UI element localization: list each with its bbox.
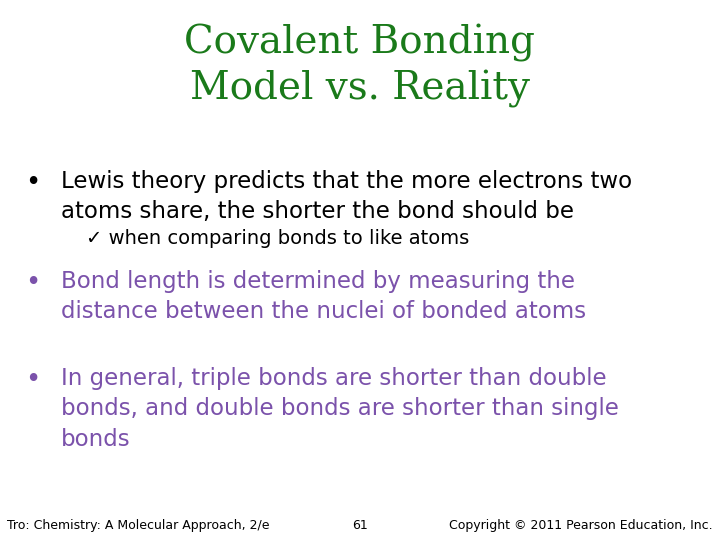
Text: Copyright © 2011 Pearson Education, Inc.: Copyright © 2011 Pearson Education, Inc.: [449, 519, 713, 532]
Text: Lewis theory predicts that the more electrons two
atoms share, the shorter the b: Lewis theory predicts that the more elec…: [61, 170, 632, 224]
Text: Covalent Bonding
Model vs. Reality: Covalent Bonding Model vs. Reality: [184, 24, 536, 107]
Text: Tro: Chemistry: A Molecular Approach, 2/e: Tro: Chemistry: A Molecular Approach, 2/…: [7, 519, 270, 532]
Text: •: •: [24, 170, 40, 196]
Text: Bond length is determined by measuring the
distance between the nuclei of bonded: Bond length is determined by measuring t…: [61, 270, 586, 323]
Text: •: •: [24, 270, 40, 296]
Text: In general, triple bonds are shorter than double
bonds, and double bonds are sho: In general, triple bonds are shorter tha…: [61, 367, 619, 450]
Text: ✓ when comparing bonds to like atoms: ✓ when comparing bonds to like atoms: [86, 230, 469, 248]
Text: •: •: [24, 367, 40, 393]
Text: 61: 61: [352, 519, 368, 532]
